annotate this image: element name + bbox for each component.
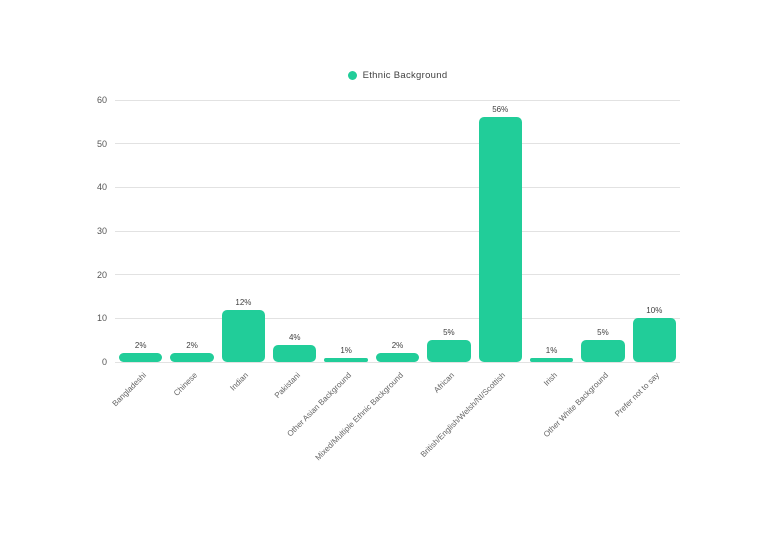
y-axis-tick-label: 10	[96, 313, 107, 324]
gridline	[115, 186, 680, 188]
bar-value-label: 56%	[492, 105, 509, 115]
y-axis-tick-label: 0	[101, 357, 107, 367]
bar-value-label: 5%	[597, 328, 609, 338]
y-axis-tick-label: 40	[96, 182, 107, 193]
bar-value-label: 2%	[186, 341, 198, 351]
bar-value-label: 2%	[134, 341, 147, 351]
bar[interactable]	[324, 357, 368, 362]
plot-area: 0 10 20 30 40 50 60 2% Bangladeshi 2% Chinese 12% In…	[97, 95, 680, 462]
bar[interactable]	[119, 353, 163, 362]
bar[interactable]	[529, 357, 574, 362]
bar-value-label: 1%	[340, 345, 352, 355]
bar-value-label: 12%	[235, 297, 252, 307]
y-axis-tick-label: 30	[96, 226, 107, 236]
bar-value-label: 10%	[646, 306, 663, 316]
gridline	[115, 230, 680, 232]
bar[interactable]	[427, 340, 471, 362]
legend-dot-icon	[347, 71, 357, 80]
bar-value-label: 4%	[288, 332, 301, 342]
bar[interactable]	[375, 353, 420, 362]
legend-label: Ethnic Background	[362, 70, 448, 81]
bar[interactable]	[632, 318, 676, 362]
gridline	[115, 143, 680, 145]
y-axis-tick-label: 60	[96, 95, 107, 105]
bar[interactable]	[478, 117, 522, 362]
legend-item-ethnic-background[interactable]: Ethnic Background	[115, 70, 680, 81]
bar[interactable]	[170, 353, 214, 362]
gridline	[115, 274, 680, 276]
bar[interactable]	[581, 340, 625, 362]
gridline	[115, 361, 680, 363]
bar-value-label: 1%	[545, 345, 558, 355]
bar-value-label: 5%	[443, 328, 455, 338]
bar-value-label: 2%	[391, 341, 404, 351]
gridline	[115, 317, 680, 319]
gridline	[115, 99, 680, 101]
bar[interactable]	[221, 309, 266, 362]
y-axis-tick-label: 20	[96, 269, 107, 280]
bar[interactable]	[273, 344, 317, 362]
y-axis-tick-label: 50	[96, 138, 107, 149]
